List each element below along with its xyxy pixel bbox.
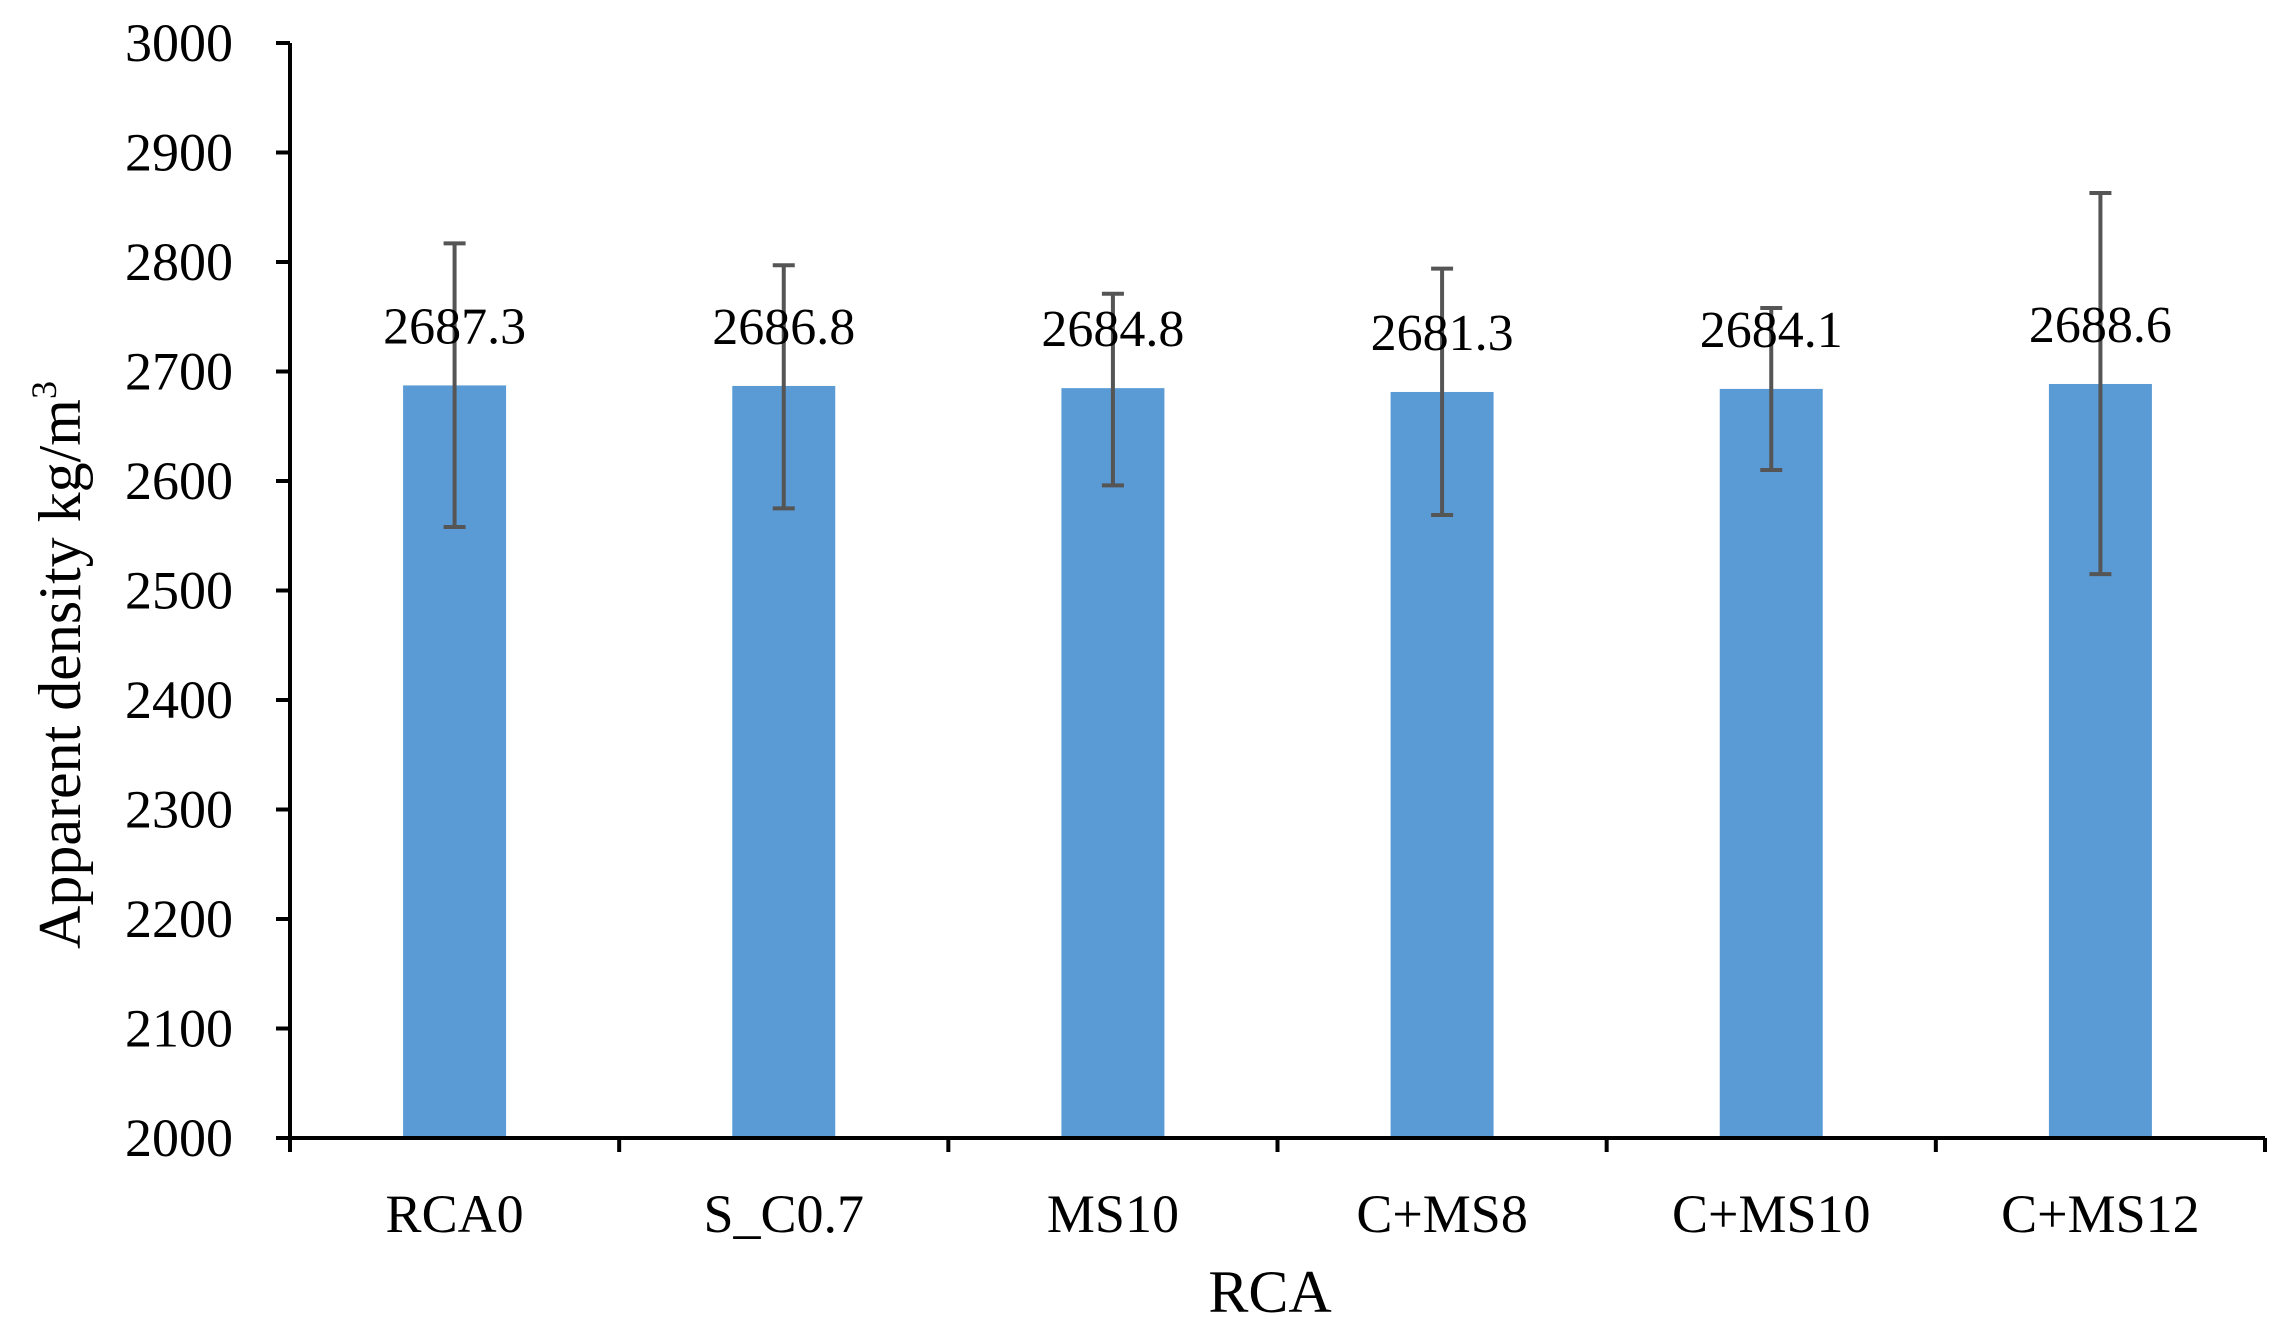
- bar-MS10: [1061, 388, 1165, 1138]
- y-tick-label: 3000: [125, 13, 233, 73]
- y-tick-label: 2100: [125, 999, 233, 1059]
- y-tick-label: 2900: [125, 123, 233, 183]
- error-bars-layer: [443, 191, 2112, 577]
- bars-layer: [403, 383, 2152, 1139]
- data-label: 2684.8: [1041, 301, 1184, 358]
- x-tick-label: C+MS8: [1356, 1184, 1528, 1244]
- x-tick-label: MS10: [1047, 1184, 1179, 1244]
- axes-layer: [288, 43, 2267, 1152]
- data-label: 2688.6: [2029, 297, 2172, 354]
- bar-C+MS10: [1719, 388, 1823, 1138]
- y-axis-title: Apparent density kg/m3: [24, 381, 93, 949]
- data-label: 2684.1: [1700, 302, 1843, 359]
- x-tick-label: RCA0: [386, 1184, 524, 1244]
- y-tick-label: 2700: [125, 342, 233, 402]
- bar-S_C0.7: [732, 385, 836, 1139]
- x-tick-label: C+MS10: [1672, 1184, 1871, 1244]
- y-ticks-layer: 2000 2100 2200 2300 2400 2500 2600 2700 2800 2900…: [125, 13, 290, 1168]
- data-label: 2687.3: [383, 298, 526, 355]
- data-label: 2686.8: [712, 299, 855, 356]
- y-tick-label: 2300: [125, 780, 233, 840]
- x-tick-label: S_C0.7: [703, 1184, 864, 1244]
- y-axis-title-main: Apparent density kg/m: [27, 399, 93, 949]
- data-label: 2681.3: [1371, 305, 1514, 362]
- y-tick-label: 2400: [125, 670, 233, 730]
- x-tick-label: C+MS12: [2001, 1184, 2200, 1244]
- y-tick-label: 2600: [125, 451, 233, 511]
- x-categories-layer: RCA0 S_C0.7 MS10 C+MS8 C+MS10 C+MS12: [386, 1184, 2200, 1244]
- y-tick-label: 2200: [125, 889, 233, 949]
- x-axis-title: RCA: [1208, 1259, 1331, 1325]
- y-tick-label: 2000: [125, 1108, 233, 1168]
- y-axis-title-superscript: 3: [24, 381, 64, 399]
- y-tick-label: 2500: [125, 561, 233, 621]
- data-labels-layer: 2687.3 2686.8 2684.8 2681.3 2684.1 2688.6: [383, 297, 2172, 362]
- y-tick-label: 2800: [125, 232, 233, 292]
